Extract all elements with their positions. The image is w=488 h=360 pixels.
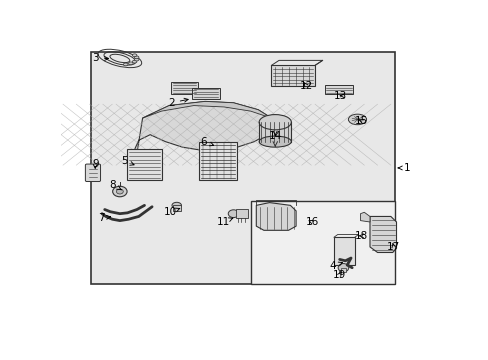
Bar	[271, 66, 314, 86]
Bar	[173, 205, 180, 211]
Polygon shape	[135, 102, 271, 165]
Text: 7: 7	[98, 213, 110, 223]
Text: 15: 15	[354, 116, 367, 126]
Polygon shape	[142, 102, 271, 118]
Polygon shape	[369, 216, 396, 252]
Polygon shape	[360, 212, 369, 222]
Ellipse shape	[123, 63, 128, 66]
Text: 5: 5	[121, 156, 134, 166]
Text: 9: 9	[92, 159, 99, 169]
Text: 2: 2	[168, 98, 188, 108]
Bar	[91, 51, 394, 284]
Ellipse shape	[112, 186, 127, 197]
Text: 17: 17	[386, 242, 400, 252]
Text: 4: 4	[328, 261, 342, 271]
Bar	[340, 268, 346, 272]
FancyBboxPatch shape	[85, 164, 101, 181]
Text: 19: 19	[332, 270, 346, 280]
Text: 11: 11	[216, 217, 232, 227]
Bar	[250, 201, 394, 284]
Ellipse shape	[134, 56, 139, 59]
Ellipse shape	[338, 264, 348, 272]
Text: 14: 14	[268, 131, 281, 141]
Ellipse shape	[132, 60, 137, 63]
Ellipse shape	[132, 54, 137, 57]
Text: 18: 18	[354, 231, 367, 241]
Bar	[127, 149, 161, 180]
Ellipse shape	[116, 189, 123, 194]
Bar	[333, 237, 354, 265]
Ellipse shape	[172, 202, 181, 208]
Text: 16: 16	[305, 217, 318, 227]
Bar	[236, 209, 248, 219]
Bar	[324, 85, 352, 94]
Text: 1: 1	[397, 163, 410, 173]
Ellipse shape	[228, 210, 238, 217]
Text: 10: 10	[163, 207, 180, 217]
Bar	[171, 82, 197, 94]
Ellipse shape	[128, 62, 133, 65]
Bar	[259, 122, 291, 141]
Text: 8: 8	[109, 180, 121, 190]
Ellipse shape	[134, 58, 139, 61]
Ellipse shape	[259, 114, 291, 130]
Text: 6: 6	[200, 136, 213, 147]
Polygon shape	[256, 203, 296, 230]
Ellipse shape	[347, 114, 366, 125]
Bar	[199, 141, 237, 180]
Text: 13: 13	[333, 91, 346, 101]
Ellipse shape	[259, 136, 291, 147]
Text: 3: 3	[92, 53, 108, 63]
Bar	[191, 88, 220, 99]
Text: 12: 12	[299, 81, 312, 91]
